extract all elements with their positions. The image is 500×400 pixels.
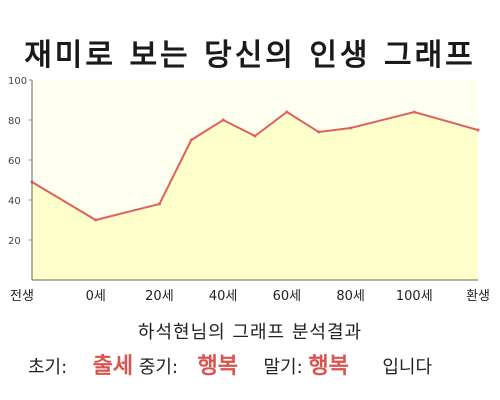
data-point-1 <box>94 218 98 222</box>
summary-ending: 입니다 <box>382 357 433 378</box>
data-point-6 <box>285 110 289 114</box>
chart-title: 재미로 보는 당신의 인생 그래프 <box>24 38 476 73</box>
x-tick-label-5: 80세 <box>336 289 365 304</box>
x-tick-label-1: 0세 <box>86 289 106 304</box>
y-tick-label-20: 20 <box>8 236 21 247</box>
y-tick-label-60: 60 <box>8 156 21 167</box>
data-point-4 <box>221 118 225 122</box>
early-value: 출세 <box>92 354 134 379</box>
y-tick-label-100: 100 <box>8 76 27 87</box>
x-tick-label-6: 100세 <box>396 289 433 304</box>
analysis-summary: 초기: 출세 중기: 행복 말기: 행복 입니다 <box>28 348 488 380</box>
data-point-7 <box>317 130 321 134</box>
x-tick-label-3: 40세 <box>209 289 238 304</box>
y-tick-label-80: 80 <box>8 116 21 127</box>
x-tick-label-2: 20세 <box>145 289 174 304</box>
early-label: 초기: <box>28 357 68 378</box>
mid-value: 행복 <box>197 354 239 379</box>
y-tick-label-40: 40 <box>8 196 21 207</box>
data-point-2 <box>157 202 161 206</box>
data-point-5 <box>253 134 257 138</box>
data-point-3 <box>189 138 193 142</box>
x-tick-label-7: 환생 <box>466 289 490 304</box>
late-value: 행복 <box>308 354 349 379</box>
mid-label: 중기: <box>138 357 179 378</box>
analysis-subtitle: 하석현님의 그래프 분석결과 <box>137 322 363 343</box>
area-fill <box>32 112 478 280</box>
data-point-8 <box>349 126 353 130</box>
x-tick-label-4: 60세 <box>273 289 302 304</box>
data-point-9 <box>412 110 416 114</box>
data-point-10 <box>476 128 480 132</box>
late-label: 말기: <box>263 357 303 378</box>
x-tick-label-0: 전생 <box>10 289 34 304</box>
